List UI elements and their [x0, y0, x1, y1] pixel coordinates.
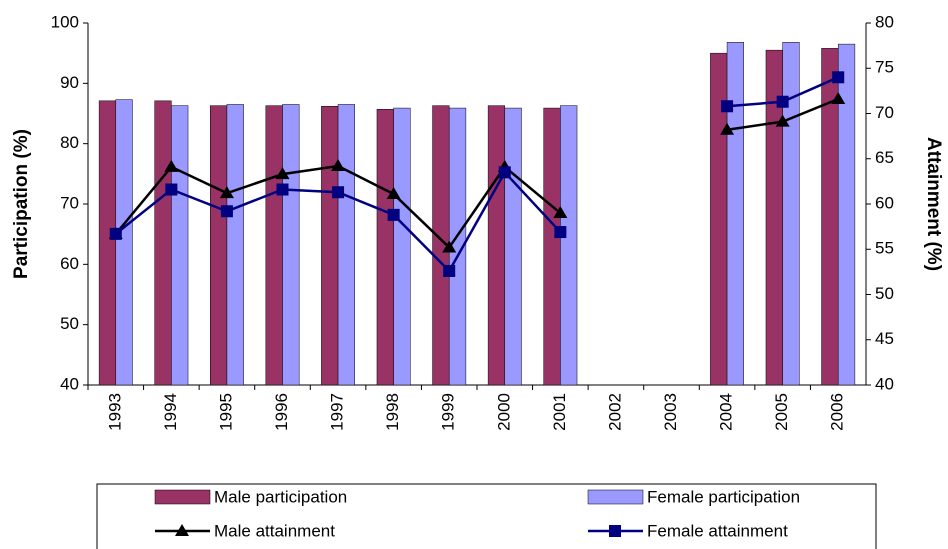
bar	[393, 107, 411, 386]
bar	[560, 105, 578, 386]
x-tick-label: 2004	[717, 393, 736, 431]
marker	[331, 158, 346, 171]
legend-swatch	[587, 489, 644, 505]
legend-marker	[175, 524, 189, 536]
bar	[376, 109, 394, 386]
marker	[386, 187, 401, 200]
marker	[720, 122, 735, 135]
y-tick-label: 70	[60, 193, 79, 212]
x-tick-label: 1997	[328, 393, 347, 431]
marker	[553, 206, 568, 219]
y2-tick-label: 50	[875, 284, 894, 303]
y2-tick-label: 60	[875, 193, 894, 212]
x-tick-label: 2005	[772, 393, 791, 431]
y2-tick-label: 70	[875, 103, 894, 122]
x-tick-label: 2002	[605, 393, 624, 431]
marker	[831, 92, 846, 105]
legend-label: Male attainment	[214, 521, 335, 540]
bar	[487, 105, 506, 386]
bar	[154, 100, 172, 386]
x-tick-label: 2003	[661, 393, 680, 431]
legend-marker	[609, 525, 621, 537]
bar	[837, 43, 856, 386]
bar	[782, 42, 800, 386]
y-tick-label: 60	[60, 254, 79, 273]
bar	[210, 105, 228, 386]
legend-box	[96, 483, 877, 549]
marker	[776, 95, 789, 108]
bar	[265, 105, 283, 386]
x-tick-label: 2001	[550, 393, 569, 431]
x-tick-label: 1994	[161, 393, 180, 431]
bar	[171, 105, 189, 386]
bar	[115, 99, 133, 386]
x-tick-label: 1999	[439, 393, 458, 431]
x-tick-label: 1993	[105, 393, 124, 431]
marker	[498, 166, 511, 179]
marker	[164, 159, 179, 172]
marker	[721, 100, 734, 113]
marker	[165, 183, 178, 196]
marker	[275, 167, 290, 180]
x-tick-label: 2006	[828, 393, 847, 431]
bar	[226, 104, 244, 386]
y2-tick-label: 80	[875, 12, 894, 31]
bar	[98, 100, 117, 386]
marker	[442, 240, 457, 253]
legend-label: Female attainment	[647, 521, 788, 540]
y-tick-label: 100	[51, 12, 79, 31]
y2-tick-label: 55	[875, 239, 894, 258]
marker	[443, 264, 456, 277]
marker	[219, 186, 234, 199]
bar	[543, 107, 561, 386]
bar	[321, 106, 339, 386]
marker	[387, 208, 400, 221]
y-tick-label: 90	[60, 73, 79, 92]
y2-tick-label: 45	[875, 329, 894, 348]
y-tick-label: 40	[60, 374, 79, 393]
marker	[332, 186, 345, 199]
y-axis-title: Participation (%)	[11, 129, 32, 279]
marker	[276, 183, 289, 196]
y2-tick-label: 65	[875, 148, 894, 167]
x-tick-label: 1996	[272, 393, 291, 431]
marker	[775, 114, 790, 127]
bar	[282, 104, 300, 386]
bar	[504, 107, 522, 386]
bar	[337, 104, 355, 386]
legend-swatch	[154, 489, 211, 505]
y-tick-label: 50	[60, 314, 79, 333]
legend-label: Female participation	[647, 487, 800, 506]
x-tick-label: 1998	[383, 393, 402, 431]
y2-axis-title: Attainment (%)	[923, 137, 944, 271]
marker	[832, 71, 845, 84]
x-tick-label: 1995	[216, 393, 235, 431]
marker	[220, 205, 233, 218]
y-tick-label: 80	[60, 133, 79, 152]
bar	[726, 42, 744, 386]
marker	[109, 227, 122, 240]
legend-label: Male participation	[214, 487, 347, 506]
y2-tick-label: 40	[875, 374, 894, 393]
marker	[554, 226, 567, 239]
x-tick-label: 2000	[494, 393, 513, 431]
y2-tick-label: 75	[875, 58, 894, 77]
